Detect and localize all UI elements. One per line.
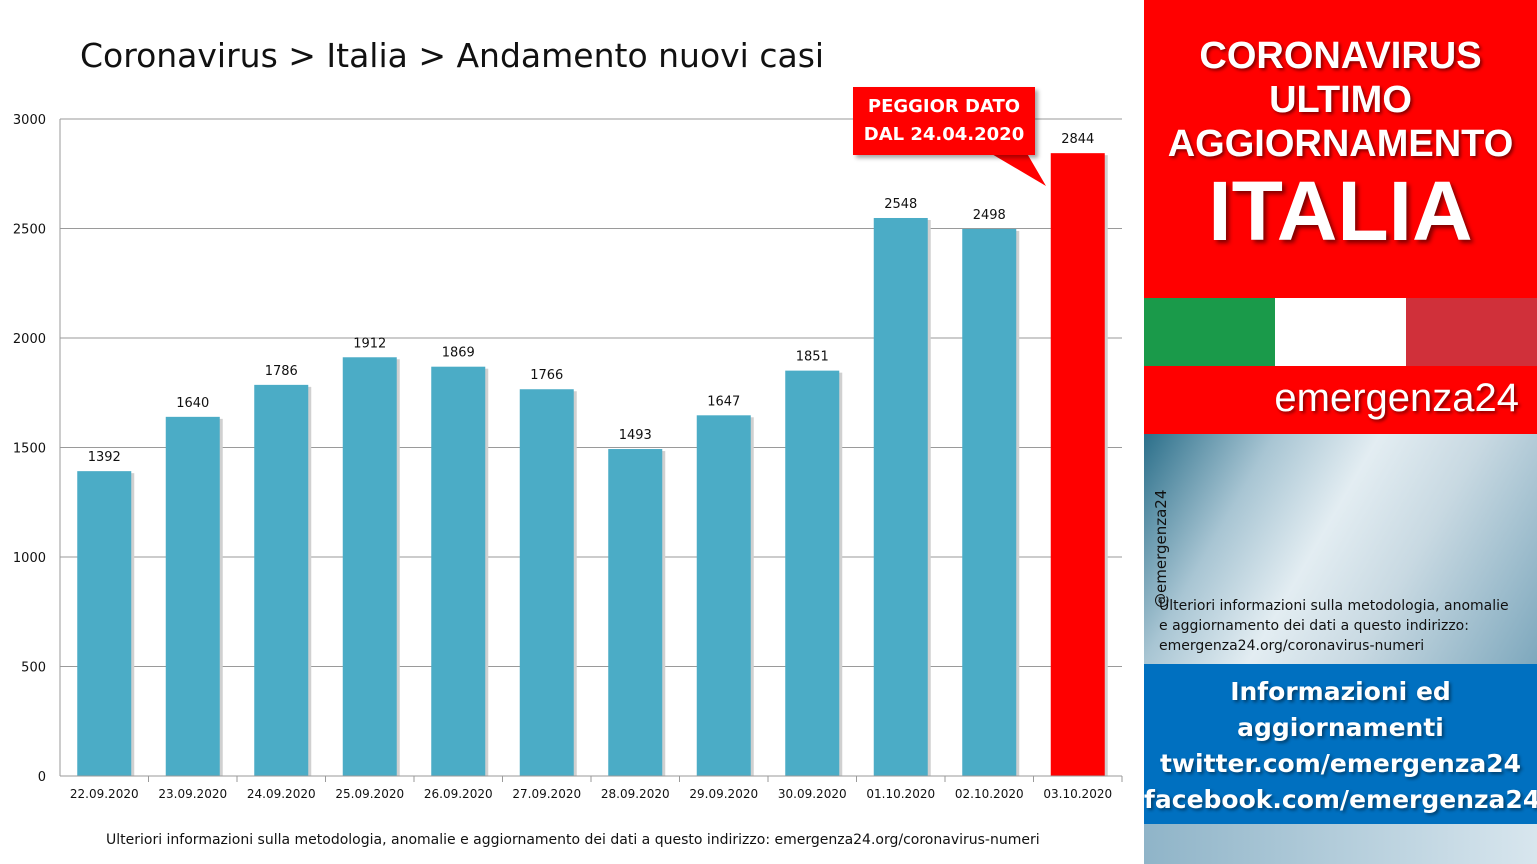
- note-line-1: Ulteriori informazioni sulla metodologia…: [1159, 598, 1509, 614]
- bar: [165, 416, 220, 776]
- bar: [254, 384, 309, 776]
- data-label: 1392: [88, 450, 121, 465]
- header-line-1: CORONAVIRUS: [1199, 35, 1482, 77]
- data-label: 1647: [707, 394, 740, 409]
- y-tick-label: 1000: [13, 551, 46, 566]
- x-tick-label: 02.10.2020: [955, 787, 1024, 801]
- worst-data-callout: PEGGIOR DATO DAL 24.04.2020: [853, 87, 1035, 155]
- country-title: ITALIA: [1208, 164, 1473, 258]
- bar: [873, 217, 928, 776]
- bar: [519, 389, 574, 776]
- header-line-3: AGGIORNAMENTO: [1167, 123, 1514, 165]
- facebook-link[interactable]: facebook.com/emergenza24: [1144, 785, 1537, 814]
- bar: [431, 366, 486, 776]
- background-photo: @emergenza24 Ulteriori informazioni sull…: [1144, 434, 1537, 664]
- bar: [696, 415, 751, 776]
- data-label: 1786: [265, 364, 298, 379]
- x-tick-label: 03.10.2020: [1043, 787, 1112, 801]
- x-tick-label: 26.09.2020: [424, 787, 493, 801]
- methodology-note: Ulteriori informazioni sulla metodologia…: [1159, 596, 1529, 656]
- info-line-2: aggiornamenti: [1237, 713, 1444, 742]
- flag-green-stripe: [1144, 298, 1275, 366]
- bar: [785, 370, 840, 776]
- note-line-3: emergenza24.org/coronavirus-numeri: [1159, 638, 1425, 654]
- y-tick-label: 2000: [13, 332, 46, 347]
- y-tick-label: 2500: [13, 223, 46, 238]
- twitter-link[interactable]: twitter.com/emergenza24: [1159, 749, 1522, 778]
- bar: [77, 471, 132, 776]
- y-tick-label: 500: [21, 661, 46, 676]
- footer-note: Ulteriori informazioni sulla metodologia…: [106, 832, 1040, 848]
- data-label: 1640: [176, 396, 209, 411]
- bar: [962, 228, 1017, 777]
- x-tick-label: 23.09.2020: [158, 787, 227, 801]
- y-tick-label: 3000: [13, 113, 46, 128]
- bar: [608, 449, 663, 776]
- x-tick-label: 30.09.2020: [778, 787, 847, 801]
- bar: [342, 357, 397, 776]
- social-info-block: Informazioni ed aggiornamenti twitter.co…: [1144, 664, 1537, 824]
- y-tick-label: 1500: [13, 442, 46, 457]
- data-label: 2498: [973, 208, 1006, 223]
- bottom-photo-strip: [1144, 824, 1537, 864]
- data-label: 2844: [1061, 132, 1094, 147]
- brand-bar: emergenza24: [1144, 366, 1537, 434]
- bar-chart: 0 500 1000 1500 2000 2500 3000 1392 22.09.2020 16…: [13, 113, 1123, 801]
- x-tick-label: 01.10.2020: [866, 787, 935, 801]
- x-tick-label: 24.09.2020: [247, 787, 316, 801]
- header-line-2: ULTIMO: [1269, 79, 1412, 121]
- callout-line-2: DAL 24.04.2020: [863, 124, 1025, 145]
- callout-pointer: [985, 150, 1046, 186]
- info-line-1: Informazioni ed: [1230, 677, 1451, 706]
- data-label: 1869: [442, 346, 475, 361]
- data-label: 2548: [884, 197, 917, 212]
- data-label: 1766: [530, 368, 563, 383]
- x-tick-label: 25.09.2020: [335, 787, 404, 801]
- italian-flag: [1144, 298, 1537, 366]
- data-label: 1493: [619, 428, 652, 443]
- header-block: CORONAVIRUS ULTIMO AGGIORNAMENTO ITALIA: [1144, 0, 1537, 298]
- x-tick-label: 29.09.2020: [689, 787, 758, 801]
- x-tick-label: 28.09.2020: [601, 787, 670, 801]
- x-tick-label: 27.09.2020: [512, 787, 581, 801]
- y-tick-label: 0: [38, 770, 46, 785]
- data-label: 1851: [796, 350, 829, 365]
- brand-name: emergenza24: [1274, 376, 1519, 420]
- social-handle: @emergenza24: [1152, 489, 1170, 608]
- data-label: 1912: [353, 336, 386, 351]
- chart-title: Coronavirus > Italia > Andamento nuovi c…: [80, 36, 825, 75]
- callout-line-1: PEGGIOR DATO: [867, 96, 1021, 117]
- side-panel: CORONAVIRUS ULTIMO AGGIORNAMENTO ITALIA …: [1144, 0, 1537, 864]
- flag-red-stripe: [1406, 298, 1537, 366]
- x-tick-label: 22.09.2020: [70, 787, 139, 801]
- bar: [1050, 153, 1105, 776]
- flag-white-stripe: [1275, 298, 1406, 366]
- note-line-2: e aggiornamento dei dati a questo indiri…: [1159, 618, 1469, 634]
